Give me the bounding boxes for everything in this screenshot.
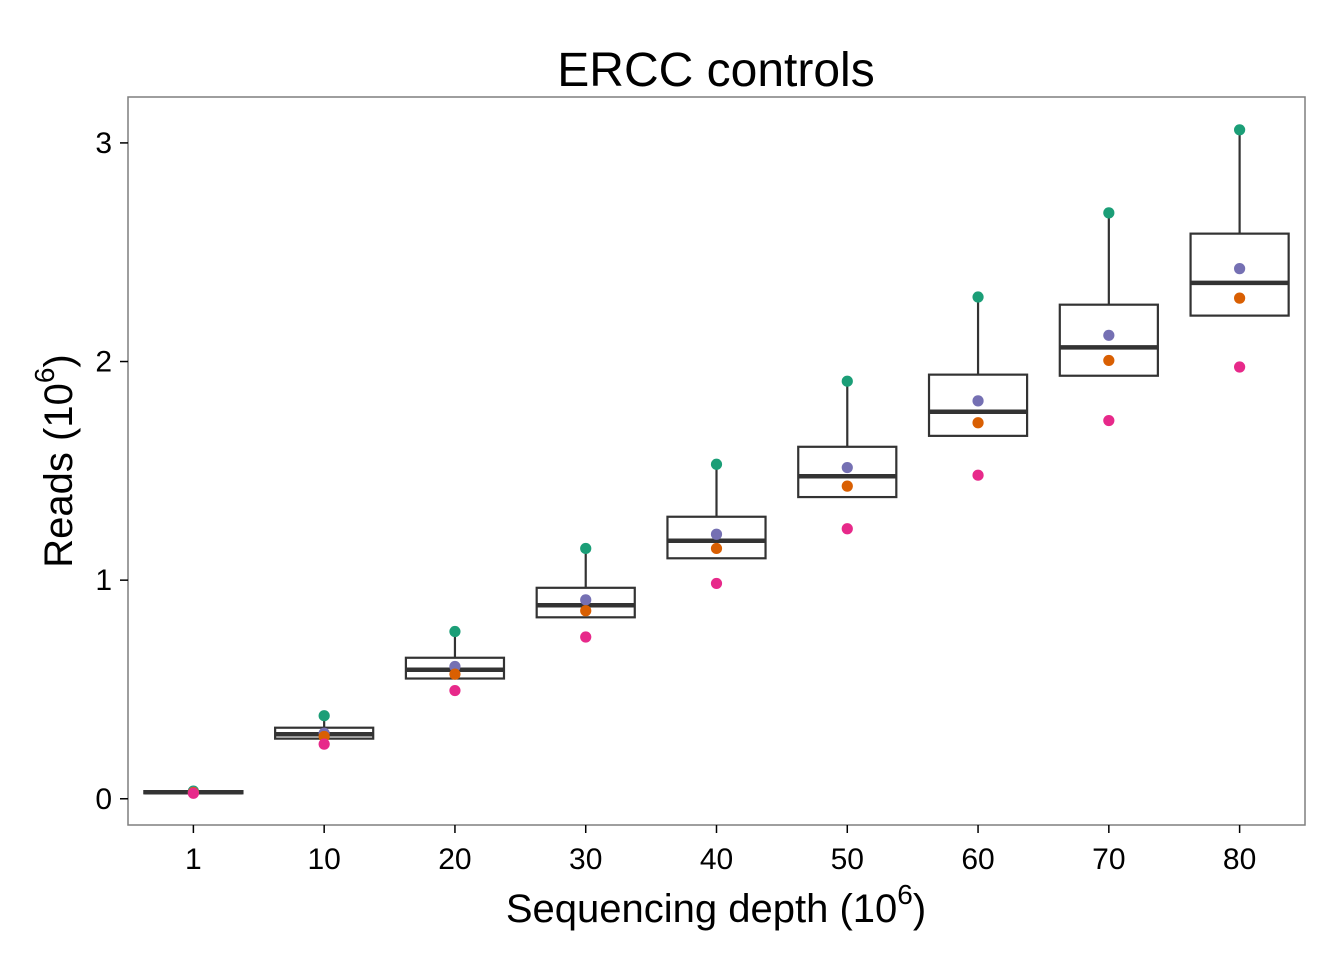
x-tick-label: 70	[1092, 843, 1125, 876]
y-axis: 0 1 2 3	[95, 127, 128, 816]
x-tick-label: 40	[700, 843, 733, 876]
data-point	[449, 625, 461, 638]
data-point	[1103, 414, 1115, 427]
box-50	[797, 381, 898, 499]
x-tick-label: 80	[1223, 843, 1256, 876]
x-axis-label: Sequencing depth (106)	[506, 879, 926, 931]
data-point	[1234, 361, 1246, 373]
chart-title: ERCC controls	[557, 44, 874, 97]
data-point	[318, 710, 330, 722]
data-point	[1103, 207, 1115, 219]
data-point	[972, 469, 984, 481]
x-axis-label-close: )	[913, 887, 926, 931]
y-axis-label-superscript: 6	[29, 368, 60, 384]
data-point	[710, 458, 723, 470]
y-tick-label: 1	[95, 564, 112, 597]
data-point	[841, 461, 853, 474]
data-point	[449, 684, 461, 697]
y-axis-label: Reads (106)	[29, 354, 81, 567]
points-series-4	[187, 361, 1246, 799]
y-tick-label: 0	[95, 783, 112, 816]
box-70	[1058, 212, 1159, 377]
data-point	[187, 787, 199, 799]
data-point	[449, 668, 461, 680]
data-point	[580, 542, 592, 555]
data-point	[972, 395, 984, 407]
data-point	[972, 291, 984, 303]
data-point	[580, 631, 592, 643]
y-tick-label: 2	[95, 346, 112, 379]
points-series-2	[187, 263, 1246, 798]
data-point	[841, 523, 853, 535]
x-tick-label: 60	[961, 843, 994, 876]
data-point	[1234, 263, 1246, 275]
x-tick-label: 20	[438, 843, 471, 876]
x-tick-label: 1	[185, 843, 202, 876]
data-point	[841, 480, 853, 492]
x-axis: 1 10 20 30 40 50 60 70 80	[185, 825, 1256, 876]
y-axis-label-main: Reads (10	[37, 383, 81, 568]
box-60	[927, 297, 1029, 437]
data-point	[580, 594, 592, 606]
data-point	[1234, 292, 1246, 304]
data-point	[1103, 329, 1115, 341]
x-axis-label-superscript: 6	[897, 879, 913, 910]
data-point	[710, 528, 723, 540]
data-point	[972, 417, 984, 429]
x-tick-label: 10	[307, 843, 340, 876]
data-point	[318, 730, 330, 743]
data-point	[449, 660, 461, 673]
data-point	[1103, 354, 1115, 367]
data-point	[1234, 124, 1246, 136]
data-point	[318, 738, 330, 750]
data-point	[841, 375, 853, 387]
x-tick-label: 30	[569, 843, 602, 876]
data-point	[580, 605, 592, 617]
y-axis-label-close: )	[37, 354, 81, 367]
y-tick-label: 3	[95, 127, 112, 160]
points-layer	[187, 124, 1246, 799]
data-point	[710, 542, 723, 555]
x-tick-label: 50	[831, 843, 864, 876]
data-point	[710, 577, 723, 590]
box-80	[1189, 129, 1290, 317]
x-axis-label-main: Sequencing depth (10	[506, 887, 897, 931]
points-series-1	[187, 124, 1246, 797]
